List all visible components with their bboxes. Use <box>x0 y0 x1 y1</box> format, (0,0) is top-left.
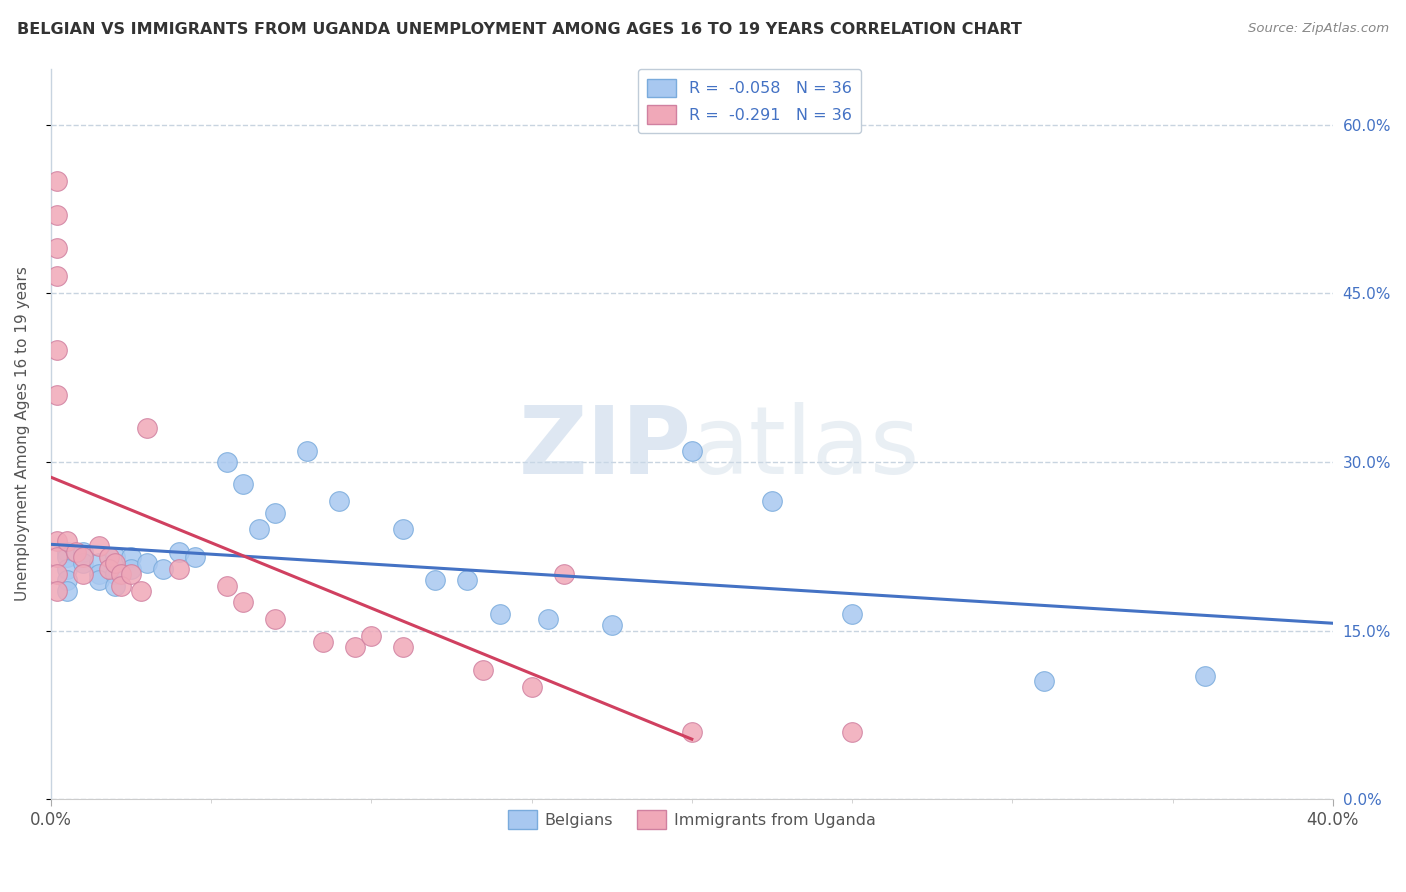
Text: Source: ZipAtlas.com: Source: ZipAtlas.com <box>1249 22 1389 36</box>
Point <box>120 567 142 582</box>
Point <box>167 562 190 576</box>
Point <box>1033 674 1056 689</box>
Point <box>110 579 132 593</box>
Point <box>217 455 239 469</box>
Point <box>217 579 239 593</box>
Text: BELGIAN VS IMMIGRANTS FROM UGANDA UNEMPLOYMENT AMONG AGES 16 TO 19 YEARS CORRELA: BELGIAN VS IMMIGRANTS FROM UGANDA UNEMPL… <box>17 22 1022 37</box>
Point <box>46 387 69 401</box>
Point <box>841 724 863 739</box>
Point <box>56 550 79 565</box>
Point <box>520 680 543 694</box>
Point <box>488 607 510 621</box>
Point <box>136 421 159 435</box>
Point <box>136 556 159 570</box>
Point <box>264 612 287 626</box>
Point <box>120 550 142 565</box>
Point <box>46 550 69 565</box>
Point <box>56 545 79 559</box>
Point <box>232 595 254 609</box>
Point <box>392 640 415 655</box>
Point <box>46 269 69 284</box>
Point <box>72 556 94 570</box>
Point <box>360 629 382 643</box>
Point <box>97 550 120 565</box>
Point <box>104 550 127 565</box>
Point <box>297 443 319 458</box>
Point <box>56 533 79 548</box>
Point <box>46 567 69 582</box>
Point <box>97 562 120 576</box>
Point <box>600 618 623 632</box>
Point <box>841 607 863 621</box>
Point <box>120 562 142 576</box>
Point <box>681 443 703 458</box>
Point <box>46 174 69 188</box>
Point <box>87 567 110 582</box>
Point <box>472 663 495 677</box>
Legend: Belgians, Immigrants from Uganda: Belgians, Immigrants from Uganda <box>502 804 882 835</box>
Point <box>56 573 79 587</box>
Point <box>46 241 69 255</box>
Point <box>152 562 174 576</box>
Point <box>72 567 94 582</box>
Point <box>110 567 132 582</box>
Text: atlas: atlas <box>692 402 920 494</box>
Point <box>65 545 87 559</box>
Point <box>104 567 127 582</box>
Point <box>72 550 94 565</box>
Point <box>46 208 69 222</box>
Point <box>344 640 367 655</box>
Point <box>167 545 190 559</box>
Point <box>46 343 69 357</box>
Point <box>328 494 350 508</box>
Point <box>56 562 79 576</box>
Point <box>761 494 783 508</box>
Point <box>536 612 558 626</box>
Point <box>456 573 478 587</box>
Point <box>87 556 110 570</box>
Point <box>425 573 447 587</box>
Point <box>104 579 127 593</box>
Point <box>232 477 254 491</box>
Point <box>129 584 152 599</box>
Point <box>184 550 207 565</box>
Point <box>312 635 335 649</box>
Point <box>87 539 110 553</box>
Point <box>72 545 94 559</box>
Point <box>392 522 415 536</box>
Point <box>56 584 79 599</box>
Point <box>1194 668 1216 682</box>
Text: ZIP: ZIP <box>519 402 692 494</box>
Point <box>46 533 69 548</box>
Point <box>553 567 575 582</box>
Y-axis label: Unemployment Among Ages 16 to 19 years: Unemployment Among Ages 16 to 19 years <box>15 267 30 601</box>
Point <box>681 724 703 739</box>
Point <box>247 522 270 536</box>
Point <box>87 573 110 587</box>
Point <box>264 506 287 520</box>
Point <box>46 584 69 599</box>
Point <box>104 556 127 570</box>
